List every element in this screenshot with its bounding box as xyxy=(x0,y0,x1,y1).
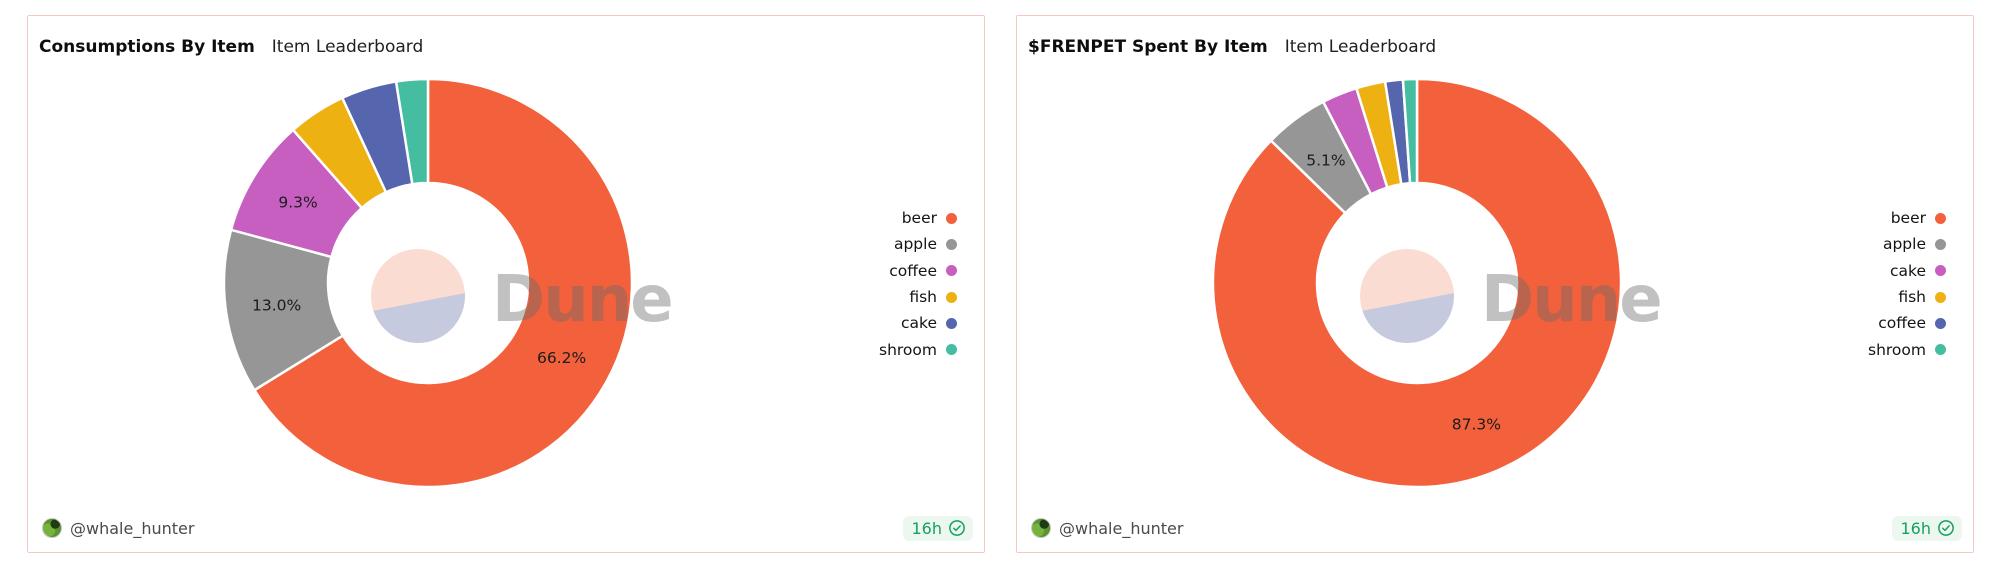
query-name-link[interactable]: Item Leaderboard xyxy=(271,37,424,57)
legend-color-dot xyxy=(946,265,957,277)
refresh-age-text: 16h xyxy=(1900,518,1932,538)
author-avatar[interactable] xyxy=(1031,518,1051,538)
legend-item-beer[interactable]: beer xyxy=(879,205,957,231)
donut-slice-beer[interactable] xyxy=(253,77,634,489)
donut-slice-beer[interactable] xyxy=(1211,77,1623,489)
legend-label: fish xyxy=(1898,288,1926,307)
author-avatar[interactable] xyxy=(42,518,62,538)
legend-label: beer xyxy=(1890,209,1926,228)
slice-percentage-label: 9.3% xyxy=(278,194,317,212)
legend-item-shroom[interactable]: shroom xyxy=(1868,336,1946,362)
legend-item-fish[interactable]: fish xyxy=(879,284,957,310)
legend-item-coffee[interactable]: coffee xyxy=(1868,310,1946,336)
legend-color-dot xyxy=(946,344,957,356)
legend-item-apple[interactable]: apple xyxy=(1868,231,1946,257)
legend-color-dot xyxy=(946,291,957,303)
legend-label: beer xyxy=(901,209,937,228)
widget-footer: @whale_hunter 16h xyxy=(1031,515,1962,541)
legend-label: cake xyxy=(1890,261,1926,280)
slice-percentage-label: 66.2% xyxy=(537,349,586,367)
legend-color-dot xyxy=(1935,317,1946,329)
legend-label: coffee xyxy=(1878,314,1926,333)
legend-item-beer[interactable]: beer xyxy=(1868,205,1946,231)
query-name-link[interactable]: Item Leaderboard xyxy=(1284,37,1437,57)
legend-label: apple xyxy=(1882,235,1926,254)
legend-label: cake xyxy=(901,314,937,333)
widget-titlebar: Consumptions By Item Item Leaderboard xyxy=(39,37,423,57)
refresh-age-pill[interactable]: 16h xyxy=(902,515,973,541)
legend-item-cake[interactable]: cake xyxy=(1868,258,1946,284)
slice-percentage-label: 5.1% xyxy=(1306,152,1345,170)
widget-titlebar: $FRENPET Spent By Item Item Leaderboard xyxy=(1028,37,1436,57)
widget-title: Consumptions By Item xyxy=(39,37,255,57)
author-handle[interactable]: @whale_hunter xyxy=(70,518,195,538)
legend-color-dot xyxy=(1935,212,1946,224)
chart-legend: beer apple coffee fish cake shroom xyxy=(879,205,957,363)
legend-item-shroom[interactable]: shroom xyxy=(879,336,957,362)
chart-legend: beer apple cake fish coffee shroom xyxy=(1868,205,1946,363)
legend-label: shroom xyxy=(1868,340,1926,359)
legend-label: shroom xyxy=(879,340,937,359)
donut-chart: 87.3% 5.1% xyxy=(1211,77,1623,489)
legend-color-dot xyxy=(1935,291,1946,303)
widget-card-frenpet-spent-by-item: $FRENPET Spent By Item Item Leaderboard 8… xyxy=(1016,15,1974,553)
refresh-age-pill[interactable]: 16h xyxy=(1891,515,1962,541)
legend-item-apple[interactable]: apple xyxy=(879,231,957,257)
legend-color-dot xyxy=(1935,265,1946,277)
legend-color-dot xyxy=(946,212,957,224)
author-handle[interactable]: @whale_hunter xyxy=(1059,518,1184,538)
slice-percentage-label: 13.0% xyxy=(252,297,301,315)
donut-slice-shroom[interactable] xyxy=(394,77,430,186)
legend-color-dot xyxy=(946,317,957,329)
legend-color-dot xyxy=(946,238,957,250)
legend-item-cake[interactable]: cake xyxy=(879,310,957,336)
legend-color-dot xyxy=(1935,344,1946,356)
legend-label: apple xyxy=(893,235,937,254)
slice-percentage-label: 87.3% xyxy=(1452,416,1501,434)
legend-label: fish xyxy=(909,288,937,307)
legend-label: coffee xyxy=(889,261,937,280)
donut-slice-shroom[interactable] xyxy=(1401,77,1419,185)
widget-footer: @whale_hunter 16h xyxy=(42,515,973,541)
legend-item-coffee[interactable]: coffee xyxy=(879,258,957,284)
refresh-age-text: 16h xyxy=(911,518,943,538)
legend-color-dot xyxy=(1935,238,1946,250)
check-badge-icon xyxy=(1938,520,1954,536)
widget-card-consumptions-by-item: Consumptions By Item Item Leaderboard 66.… xyxy=(27,15,985,553)
widget-title: $FRENPET Spent By Item xyxy=(1028,37,1268,57)
legend-item-fish[interactable]: fish xyxy=(1868,284,1946,310)
donut-chart: 66.2% 13.0% 9.3% xyxy=(222,77,634,489)
check-badge-icon xyxy=(949,520,965,536)
